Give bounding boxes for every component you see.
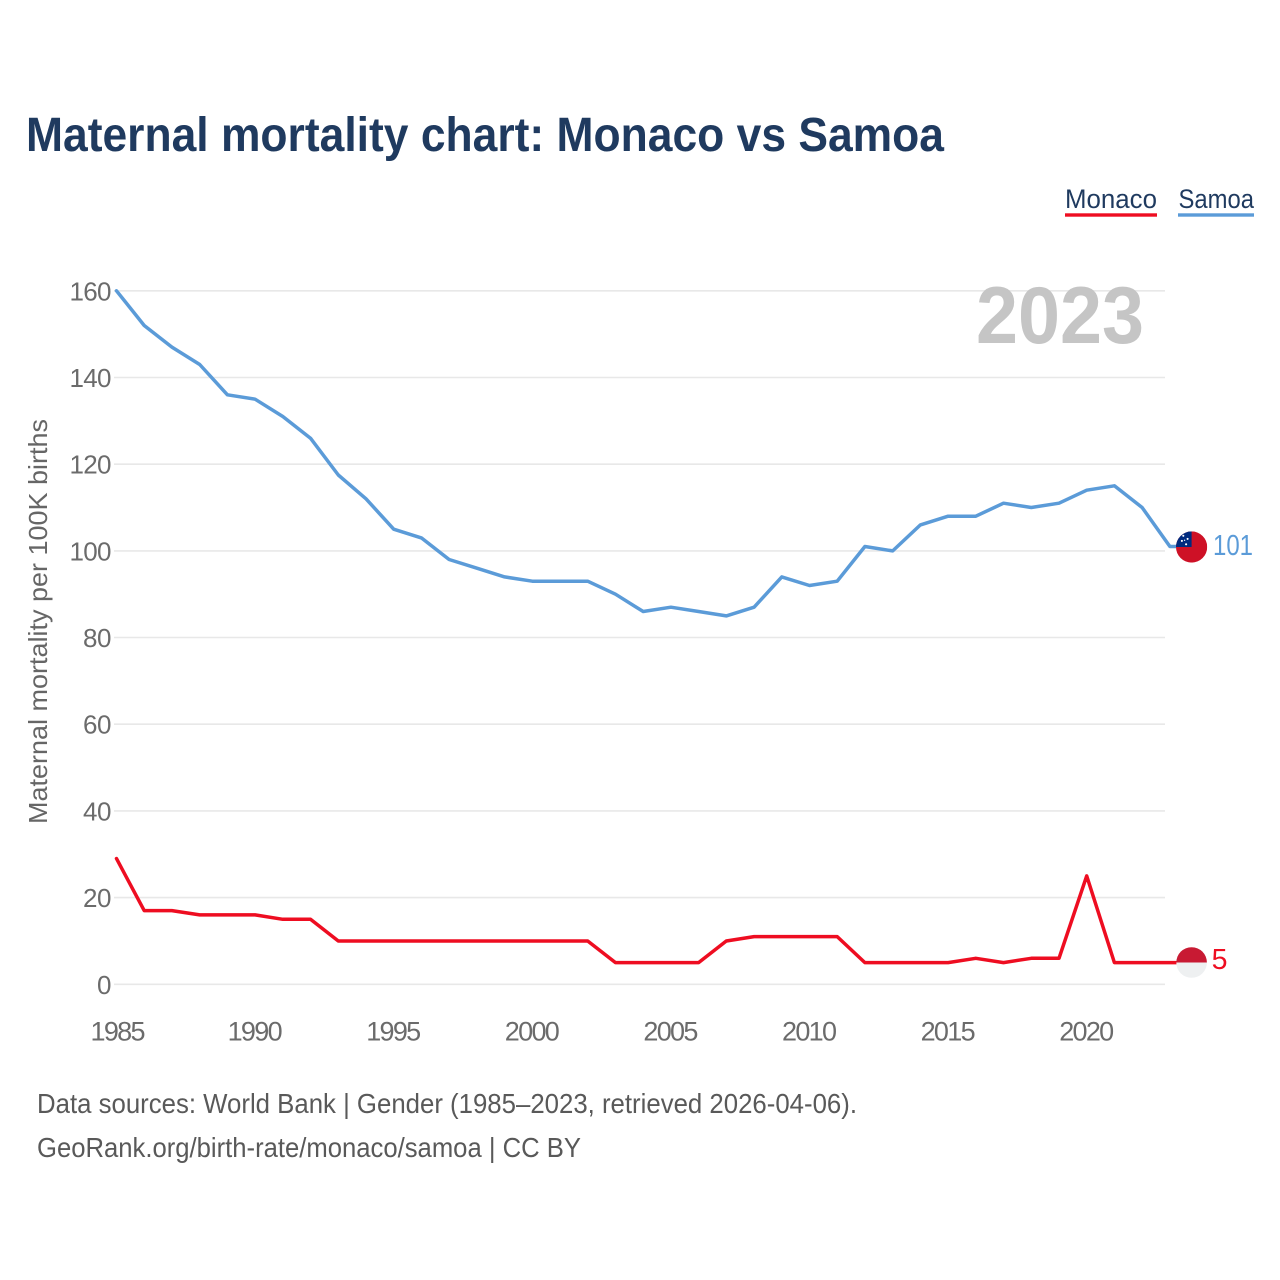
svg-text:101: 101 bbox=[1213, 530, 1253, 562]
svg-text:5: 5 bbox=[1212, 944, 1228, 976]
svg-text:GeoRank.org/birth-rate/monaco/: GeoRank.org/birth-rate/monaco/samoa | CC… bbox=[37, 1132, 581, 1163]
svg-text:2005: 2005 bbox=[643, 1017, 698, 1047]
svg-text:160: 160 bbox=[70, 276, 112, 306]
svg-text:Samoa: Samoa bbox=[1179, 184, 1255, 214]
svg-text:100: 100 bbox=[70, 536, 112, 566]
svg-text:1990: 1990 bbox=[228, 1017, 283, 1047]
svg-text:80: 80 bbox=[83, 623, 112, 653]
svg-text:Data sources: World Bank | Gen: Data sources: World Bank | Gender (1985–… bbox=[37, 1088, 857, 1119]
svg-text:2020: 2020 bbox=[1059, 1017, 1114, 1047]
svg-text:Maternal mortality per 100K bi: Maternal mortality per 100K births bbox=[23, 419, 53, 824]
svg-text:2023: 2023 bbox=[976, 271, 1144, 361]
svg-text:1995: 1995 bbox=[366, 1017, 421, 1047]
svg-text:1985: 1985 bbox=[91, 1017, 146, 1047]
svg-text:2010: 2010 bbox=[782, 1017, 837, 1047]
svg-text:120: 120 bbox=[70, 450, 112, 480]
svg-text:2000: 2000 bbox=[505, 1017, 560, 1047]
svg-text:0: 0 bbox=[97, 970, 111, 1000]
svg-text:2015: 2015 bbox=[921, 1017, 976, 1047]
svg-text:140: 140 bbox=[70, 363, 112, 393]
svg-text:40: 40 bbox=[83, 796, 112, 826]
svg-text:Monaco: Monaco bbox=[1065, 184, 1157, 214]
svg-text:60: 60 bbox=[83, 710, 112, 740]
svg-text:Maternal mortality chart: Mona: Maternal mortality chart: Monaco vs Samo… bbox=[26, 109, 944, 162]
svg-text:20: 20 bbox=[83, 883, 112, 913]
